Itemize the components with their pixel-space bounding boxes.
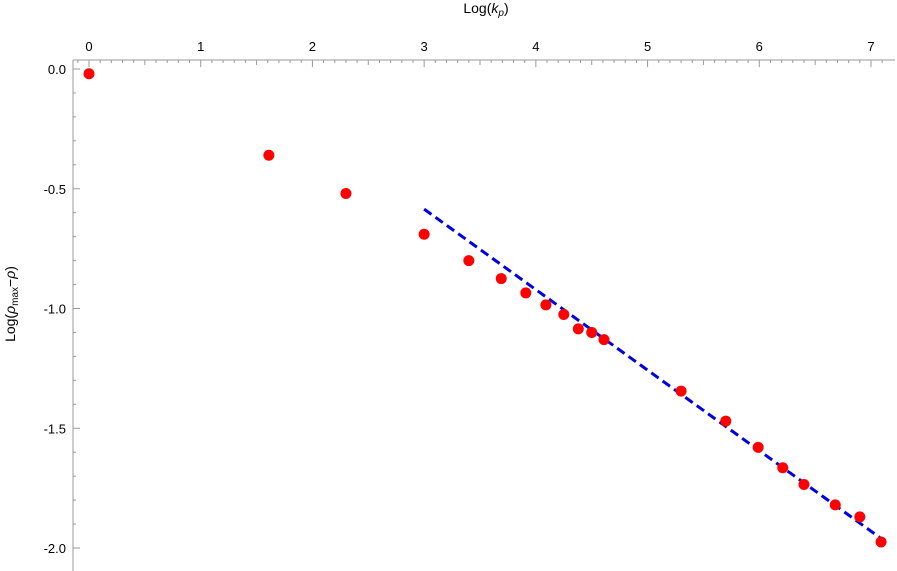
x-tick-label: 1 [197,39,204,54]
y-axis-title: Log(ρmax−ρ) [2,266,21,342]
data-point [540,299,552,311]
data-point [675,385,687,397]
x-tick-label: 2 [309,39,316,54]
data-point [520,287,532,299]
data-point [598,334,610,346]
x-tick-label: 4 [532,39,539,54]
data-point [340,188,352,200]
x-tick-label: 6 [756,39,763,54]
data-point [752,441,764,453]
data-point [829,499,841,511]
data-point [558,308,570,320]
y-tick-label: -1.5 [44,421,66,436]
x-tick-label: 5 [644,39,651,54]
y-tick-label: 0.0 [48,62,66,77]
data-point [463,255,475,267]
fit-line-group [423,207,882,540]
ticks: 0 1 2 3 4 5 6 7 0.0 -0.5 -1.0 -1.5 -2.0 [44,39,883,556]
data-point [875,536,887,548]
data-point [798,479,810,491]
data-point [586,326,598,338]
x-tick-label: 3 [421,39,428,54]
data-point [83,68,95,80]
data-points [83,68,887,548]
data-point [418,228,430,240]
y-tick-label: -0.5 [44,182,66,197]
x-axis-title: Log(kp) [463,0,508,19]
x-tick-label: 0 [85,39,92,54]
y-tick-label: -1.0 [44,302,66,317]
data-point [777,462,789,474]
y-tick-label: -2.0 [44,541,66,556]
data-point [720,415,732,427]
data-point [572,323,584,335]
x-tick-label: 7 [867,39,874,54]
fit-line [423,207,882,540]
data-point [854,511,866,523]
data-point [263,149,275,161]
data-point [495,273,507,285]
axes [72,59,895,571]
